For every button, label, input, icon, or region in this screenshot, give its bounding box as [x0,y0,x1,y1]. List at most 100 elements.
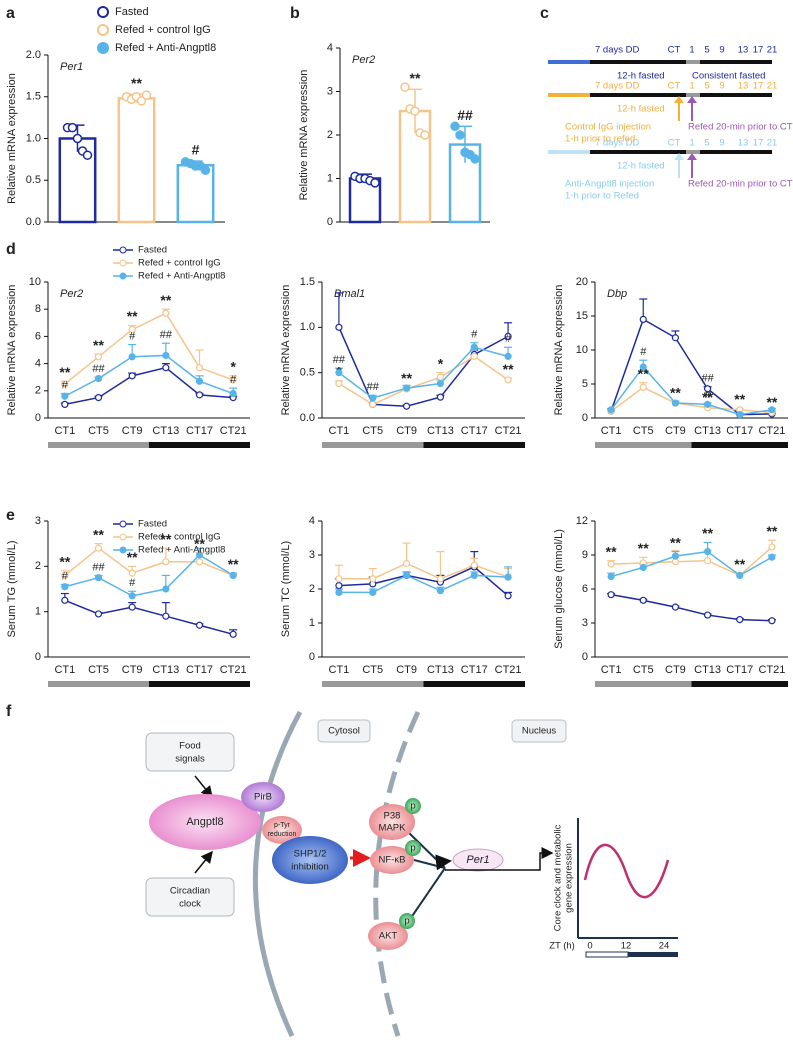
annotation: ## [92,363,105,375]
y-tick-label: 0 [309,651,315,663]
x-tick-label: CT1 [329,664,350,676]
phase-bar [48,442,149,448]
annotation: # [230,374,237,386]
pathway-diagram: Cytosol Nucleus Food signals Circadian c… [145,710,678,1038]
marker [436,379,445,388]
x-tick-label: CT21 [495,425,522,437]
timeline-hour: 1 [689,81,694,92]
marker [229,630,237,638]
marker [195,621,204,629]
y-tick-label: 3 [582,617,588,629]
marker [335,581,343,590]
annotation: ** [160,531,171,547]
timeline-hour: 21 [767,81,778,92]
panel-label: d [6,241,16,258]
nuclear-membrane [373,710,421,1037]
annotation: ** [160,292,171,308]
point [470,154,480,164]
marker [703,547,712,556]
marker [402,571,411,580]
kinase-label: AKT [379,931,398,942]
series-line [611,546,773,577]
annotation: ** [131,75,142,91]
series-line [338,574,509,594]
phase-bar [48,681,149,687]
series-line [338,566,509,597]
timeline-label: 12-h fasted [617,161,665,172]
marker [768,553,776,561]
series-line [64,354,234,397]
marker [671,552,680,560]
series-line [610,365,773,416]
marker [335,588,343,597]
annotation: ## [160,329,173,341]
y-axis-label: Relative mRNA expression [298,70,310,201]
marker [229,389,237,398]
timeline-hour: 1 [689,138,694,149]
annotation: ** [702,525,713,541]
ligand [149,794,261,850]
x-tick-label: CT13 [152,425,179,437]
marker [436,587,445,595]
x-tick-label: CT9 [122,664,143,676]
timeline-hour: 5 [704,45,709,56]
kinase [370,846,414,874]
axis-label: ZT (h) [549,941,575,952]
timeline-hour: 5 [704,138,709,149]
annotation: # [705,389,712,401]
y-tick-label: 1 [327,172,333,184]
annotation: ** [127,549,138,565]
arrow [194,775,213,799]
annotation: ## [333,354,346,366]
y-tick-label: 0 [327,216,333,228]
phase-bar [585,951,629,958]
phase-bar [149,442,250,448]
annotation: * [230,359,236,375]
shp [272,836,348,884]
marker [703,385,712,393]
x-tick-label: CT13 [427,664,454,676]
panel-label: f [6,703,12,720]
point [400,82,410,92]
marker [162,364,170,372]
annotation: # [640,346,647,358]
timeline-label: 7 days DD [595,45,639,56]
phase-bar [149,681,250,687]
timeline-hour: 17 [753,45,764,56]
legend-label: Fasted [138,519,167,530]
y-tick-label: 4 [309,515,315,527]
marker [736,411,744,419]
legend-marker [119,520,127,528]
receptor-label: PirB [254,792,272,803]
y-tick-label: 3 [35,515,41,527]
marker [94,610,103,618]
point [141,90,152,100]
marker [436,393,445,401]
arrow [435,854,452,871]
timeline-hour: 13 [738,138,749,149]
marker [369,394,377,402]
kinase [369,804,415,840]
point [420,130,430,140]
annotation: ** [766,394,777,410]
phase-bar [423,442,525,448]
annotation: ** [503,361,514,377]
y-axis-label: Relative mRNA expression [6,73,18,204]
series-line [338,346,509,399]
y-tick-label: 0 [582,651,588,663]
point [410,106,420,116]
region-box [511,719,567,743]
series-line [338,562,509,580]
marker [607,572,615,581]
series-line [338,355,509,406]
panel-label: b [290,5,300,22]
x-tick-label: CT9 [396,425,417,437]
x-tick-label: CT17 [461,425,488,437]
annotation: # [62,570,69,582]
x-tick-label: CT17 [726,425,753,437]
marker [195,377,204,385]
marker [335,379,343,388]
timeline-hour: 13 [738,81,749,92]
timeline-hour: 17 [753,138,764,149]
timeline-label: 12-h fasted [617,104,665,115]
